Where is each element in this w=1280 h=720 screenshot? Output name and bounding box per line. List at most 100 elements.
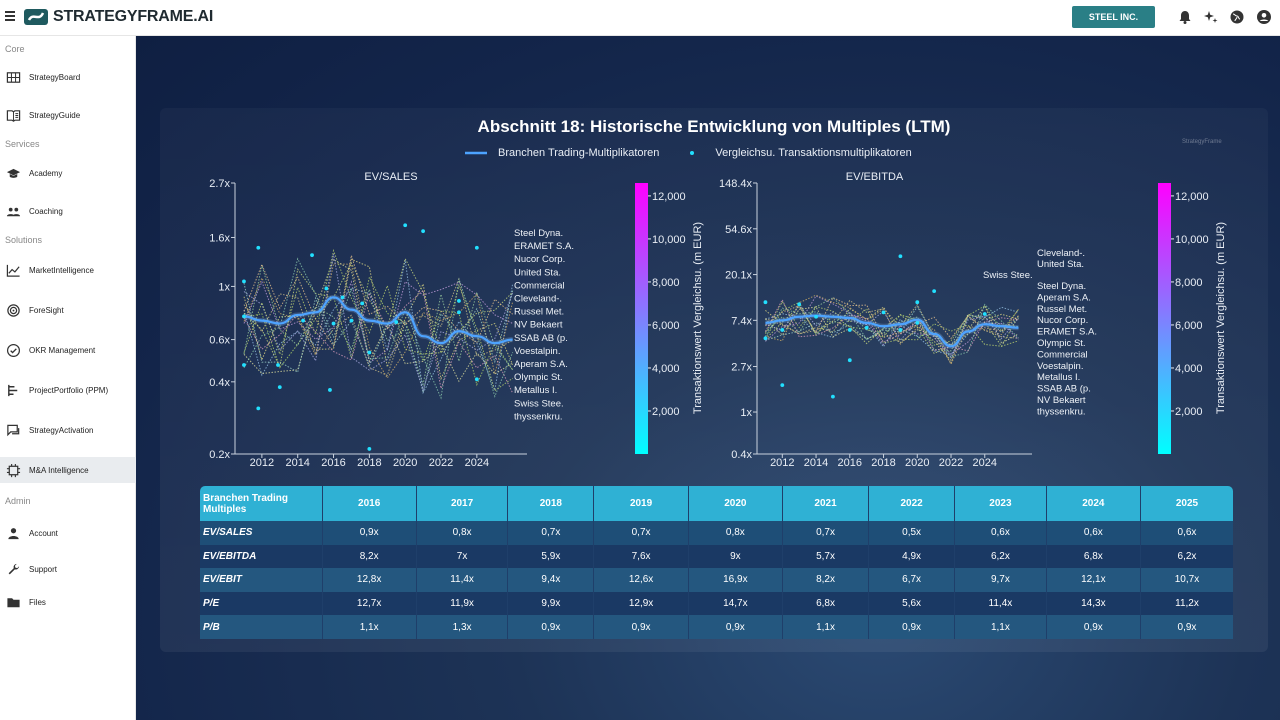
sidebar-item-label: M&A Intelligence xyxy=(29,465,89,475)
peer-label: Commercial xyxy=(1037,349,1088,360)
sidebar-item-coaching[interactable]: Coaching xyxy=(0,198,136,224)
sidebar-item-label: Support xyxy=(29,564,58,574)
transaction-dot xyxy=(457,310,461,315)
transaction-dot xyxy=(457,299,461,303)
peer-label: Aperam S.A. xyxy=(1037,292,1091,303)
sidebar-item-foresight[interactable]: ForeSight xyxy=(0,297,136,323)
transaction-dot xyxy=(242,279,246,284)
table-cell: 5,7x xyxy=(782,544,870,569)
logo-icon xyxy=(24,9,48,25)
sidebar-section-solutions: Solutions xyxy=(5,235,43,245)
portfolio-icon xyxy=(8,384,18,396)
account-circle-icon[interactable] xyxy=(1256,9,1272,25)
wrench-icon xyxy=(8,563,20,574)
peer-label: SSAB AB (p. xyxy=(514,333,568,344)
bell-icon[interactable] xyxy=(1177,9,1193,25)
sidebar-section-core: Core xyxy=(5,44,25,54)
main-series-line xyxy=(765,314,1019,348)
table-header-year: 2020 xyxy=(688,486,783,521)
y-tick-label: 148.4x xyxy=(719,178,753,190)
table-cell: 1,1x xyxy=(782,615,870,639)
transaction-dot xyxy=(360,301,365,306)
peer-line xyxy=(243,255,514,348)
globe-icon[interactable] xyxy=(1229,9,1245,25)
logo[interactable]: STRATEGYFRAME.AI xyxy=(23,8,213,26)
table-cell: 9,9x xyxy=(507,591,595,616)
peer-line xyxy=(243,259,514,395)
table-cell: 0,6x xyxy=(1140,521,1233,545)
sparkle-icon[interactable] xyxy=(1203,9,1219,25)
transaction-dot xyxy=(847,358,852,363)
chat-icon xyxy=(7,424,20,436)
chart-legend: Branchen Trading-Multiplikatoren Verglei… xyxy=(465,147,912,159)
sidebar-item-academy[interactable]: Academy xyxy=(0,160,136,186)
table-cell: 12,8x xyxy=(322,568,417,592)
peer-label: Metallus I. xyxy=(514,385,557,396)
transaction-dot xyxy=(421,229,425,234)
peer-line xyxy=(243,280,513,364)
table-header-label: Branchen Trading Multiples xyxy=(200,486,323,521)
table-cell: 8,2x xyxy=(322,544,417,569)
colorbar-tick-label: 12,000 xyxy=(652,191,686,203)
sidebar-item-label: StrategyGuide xyxy=(29,110,81,120)
sidebar-item-files[interactable]: Files xyxy=(0,589,136,615)
peer-line xyxy=(764,298,1019,352)
transaction-dot xyxy=(915,300,920,305)
sidebar-item-support[interactable]: Support xyxy=(0,556,136,582)
table-cell: 8,2x xyxy=(782,568,870,592)
table-cell: 11,9x xyxy=(416,591,509,616)
sidebar-item-strategyactivation[interactable]: StrategyActivation xyxy=(0,417,136,443)
table-header-year: 2019 xyxy=(593,486,689,521)
table-cell: 0,8x xyxy=(416,521,509,545)
sidebar-item-account[interactable]: Account xyxy=(0,520,136,546)
menu-icon[interactable] xyxy=(5,11,15,21)
colorbar-tick-label: 4,000 xyxy=(1175,363,1203,375)
x-tick-label: 2022 xyxy=(939,457,963,469)
sidebar-item-projectportfolio[interactable]: ProjectPortfolio (PPM) xyxy=(0,377,136,403)
transaction-dot xyxy=(328,388,332,392)
peer-label: ERAMET S.A. xyxy=(514,241,574,252)
transaction-dot xyxy=(898,328,903,332)
table-row: EV/EBIT 12,8x 11,4x 9,4x 12,6x 16,9x 8,2x 6,7x 9… xyxy=(200,568,1233,592)
peer-line xyxy=(764,303,1019,358)
peer-label: Swiss Stee. xyxy=(983,270,1033,281)
y-tick-label: 2.7x xyxy=(731,362,752,374)
peer-label: Steel Dyna. xyxy=(1037,281,1086,292)
table-row-label: P/B xyxy=(200,615,323,639)
table-header-year: 2024 xyxy=(1046,486,1141,521)
transaction-dot xyxy=(301,318,305,323)
company-button[interactable]: STEEL INC. xyxy=(1072,6,1155,28)
table-header-year: 2018 xyxy=(507,486,595,521)
y-tick-label: 1.6x xyxy=(209,232,230,244)
peer-label: Steel Dyna. xyxy=(514,228,563,239)
colorbar-label: Transaktionswert Vergleichsu. (m EUR) xyxy=(1215,222,1227,414)
transaction-dot xyxy=(881,310,886,315)
transaction-dot xyxy=(780,383,785,388)
graduation-cap-icon xyxy=(6,168,21,178)
sidebar-item-strategyguide[interactable]: StrategyGuide xyxy=(0,102,136,128)
table-header-year: 2025 xyxy=(1140,486,1233,521)
colorbar xyxy=(1158,183,1171,454)
peer-label: Voestalpin. xyxy=(1037,361,1083,372)
table-cell: 10,7x xyxy=(1140,568,1233,592)
x-tick-label: 2012 xyxy=(770,457,794,469)
colorbar-label: Transaktionswert Vergleichsu. (m EUR) xyxy=(692,222,704,414)
top-bar: STRATEGYFRAME.AI STEEL INC. xyxy=(0,0,1280,36)
book-icon xyxy=(6,109,21,122)
transaction-dot xyxy=(324,286,329,291)
sidebar-item-marketintelligence[interactable]: MarketIntelligence xyxy=(0,257,136,283)
peer-line xyxy=(243,282,514,393)
table-cell: 5,6x xyxy=(868,591,956,616)
table-cell: 0,8x xyxy=(688,521,783,545)
table-cell: 0,9x xyxy=(1046,615,1141,639)
colorbar-tick-label: 2,000 xyxy=(1175,406,1203,418)
sidebar-item-strategyboard[interactable]: StrategyBoard xyxy=(0,64,136,90)
transaction-dot xyxy=(474,245,479,250)
transaction-dot xyxy=(898,254,903,259)
table-cell: 7,6x xyxy=(593,544,689,569)
sidebar-item-ma-intelligence[interactable]: M&A Intelligence xyxy=(0,457,136,483)
table-cell: 1,3x xyxy=(416,615,509,639)
transaction-dot xyxy=(256,406,261,411)
transaction-dot xyxy=(394,320,399,324)
sidebar-item-okr-management[interactable]: OKR Management xyxy=(0,337,136,363)
